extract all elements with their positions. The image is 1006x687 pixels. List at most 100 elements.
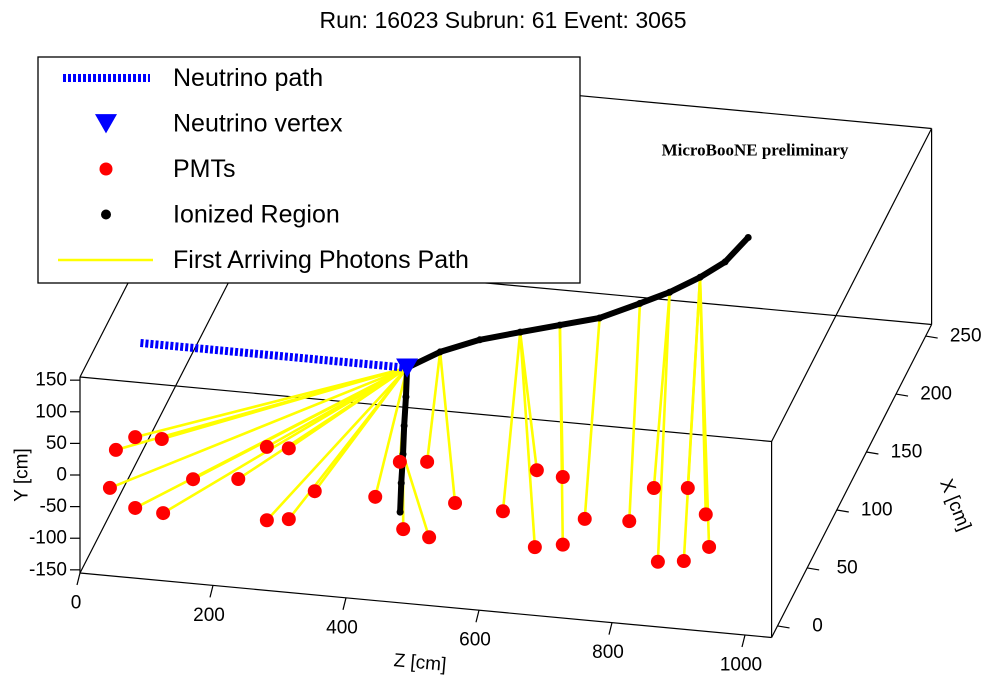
y-tick-label: -100 bbox=[29, 528, 67, 549]
x-tick bbox=[925, 335, 938, 339]
x-tick-label: 100 bbox=[861, 499, 893, 520]
x-tick-label: 50 bbox=[837, 557, 858, 578]
z-tick-label: 400 bbox=[326, 617, 358, 638]
photon-path bbox=[161, 366, 408, 441]
legend-label: Neutrino vertex bbox=[173, 110, 343, 138]
photon-path bbox=[288, 366, 408, 450]
x-tick bbox=[866, 451, 879, 455]
x-tick bbox=[777, 625, 790, 629]
z-tick bbox=[209, 585, 214, 598]
legend-symbol bbox=[99, 162, 113, 176]
pmt bbox=[281, 441, 296, 456]
photon-path bbox=[438, 351, 457, 504]
box-edge bbox=[79, 572, 772, 639]
y-tick-label: 0 bbox=[56, 465, 67, 486]
pmt bbox=[102, 480, 117, 495]
photon-path bbox=[558, 325, 565, 545]
x-tick bbox=[807, 567, 820, 571]
photon-path bbox=[501, 332, 522, 512]
legend: Neutrino path Neutrino vertex PMTs Ionized … bbox=[37, 56, 581, 284]
ionized-point bbox=[400, 422, 408, 430]
photon-path bbox=[698, 277, 711, 547]
z-tick-label: 800 bbox=[592, 642, 624, 663]
z-tick bbox=[741, 634, 746, 648]
pmt bbox=[281, 512, 296, 527]
pmt bbox=[128, 500, 143, 515]
z-tick bbox=[76, 572, 81, 586]
pmt bbox=[646, 481, 661, 496]
x-tick bbox=[836, 509, 849, 513]
photon-path bbox=[192, 366, 408, 481]
legend-label: Ionized Region bbox=[173, 201, 340, 229]
x-tick bbox=[895, 393, 909, 397]
legend-label: First Arriving Photons Path bbox=[173, 246, 469, 274]
pmt bbox=[702, 539, 717, 554]
pmt bbox=[495, 504, 510, 519]
pmt bbox=[259, 513, 274, 528]
ionized-point bbox=[666, 288, 674, 296]
ionized-point bbox=[556, 321, 564, 329]
pmt bbox=[396, 522, 411, 537]
pmt bbox=[577, 511, 592, 526]
photon-path bbox=[656, 292, 671, 562]
pmt bbox=[108, 442, 123, 457]
pmt bbox=[698, 507, 713, 522]
z-tick-label: 200 bbox=[193, 605, 225, 626]
z-tick-label: 1000 bbox=[720, 655, 762, 676]
ionized-point bbox=[744, 233, 752, 241]
pmt bbox=[231, 472, 246, 487]
neutrino-vertex bbox=[396, 358, 419, 378]
z-tick-label: 0 bbox=[71, 593, 82, 614]
pmt bbox=[622, 514, 637, 529]
photon-path bbox=[109, 366, 408, 490]
y-tick-label: -50 bbox=[40, 496, 67, 517]
x-tick-label: 150 bbox=[891, 442, 923, 463]
legend-label: Neutrino path bbox=[173, 64, 323, 92]
legend-symbol bbox=[101, 209, 111, 220]
legend-label: PMTs bbox=[173, 155, 236, 183]
y-tick-label: -150 bbox=[29, 559, 67, 580]
ionized-point bbox=[596, 314, 604, 322]
pmt bbox=[555, 537, 570, 552]
box-edge bbox=[771, 324, 933, 638]
photon-path bbox=[401, 453, 431, 538]
pmt bbox=[307, 484, 322, 499]
pmt bbox=[527, 540, 542, 555]
photon-path bbox=[627, 303, 642, 522]
pmt bbox=[392, 454, 407, 469]
pmt bbox=[680, 481, 695, 496]
ionized-point bbox=[696, 273, 704, 281]
ionized-point bbox=[476, 336, 484, 344]
ionized-point bbox=[402, 393, 410, 401]
box-edge bbox=[79, 376, 772, 443]
pmt bbox=[529, 463, 544, 478]
x-tick-label: 250 bbox=[950, 326, 982, 347]
pmt bbox=[420, 454, 435, 469]
pmt bbox=[128, 430, 143, 445]
x-tick-label: 0 bbox=[812, 615, 823, 636]
ionized-point bbox=[397, 479, 405, 487]
photon-path bbox=[373, 367, 409, 498]
ionized-point bbox=[436, 348, 444, 356]
pmt bbox=[555, 470, 570, 485]
pmt bbox=[448, 496, 463, 511]
z-axis-title: Z [cm] bbox=[393, 650, 447, 676]
photon-path bbox=[265, 366, 409, 522]
photon-path bbox=[266, 366, 408, 449]
legend-box bbox=[37, 56, 581, 284]
pmt bbox=[676, 554, 691, 569]
ionized-point bbox=[636, 299, 644, 307]
pmt bbox=[154, 432, 169, 447]
legend-symbol bbox=[95, 114, 117, 134]
pmt bbox=[186, 472, 201, 487]
z-tick bbox=[608, 622, 613, 635]
y-tick-label: 50 bbox=[46, 433, 67, 454]
box-edge bbox=[79, 259, 241, 574]
pmt bbox=[156, 506, 171, 521]
photon-path bbox=[518, 332, 537, 548]
ionized-point bbox=[396, 508, 404, 516]
y-tick-label: 150 bbox=[35, 370, 67, 391]
ionized-track bbox=[397, 235, 751, 513]
pmt bbox=[422, 530, 437, 545]
